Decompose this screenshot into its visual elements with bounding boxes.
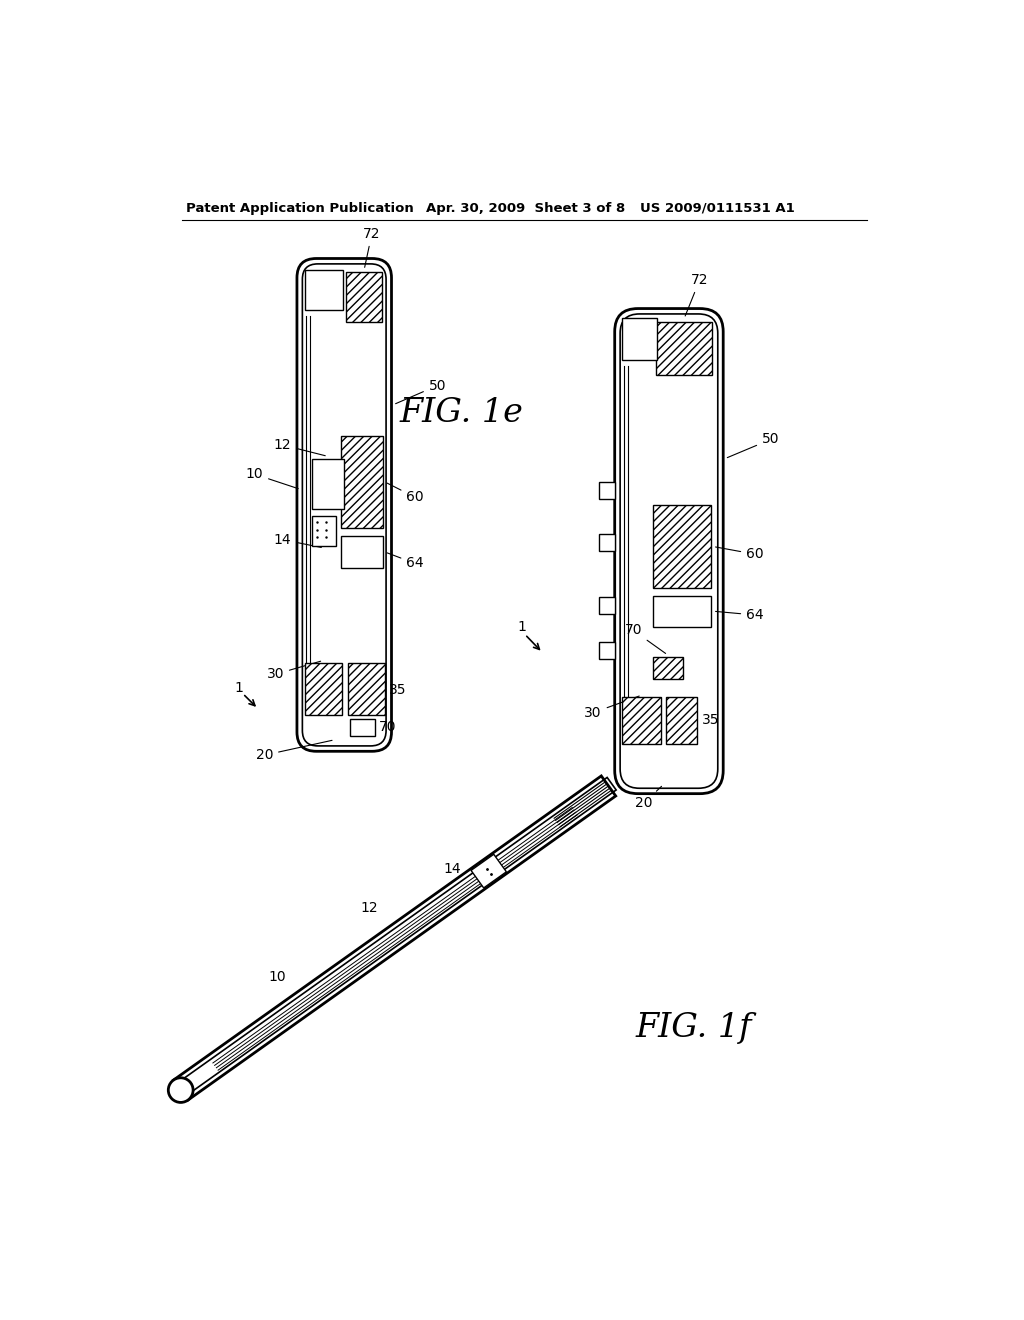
Bar	[305, 271, 342, 310]
Text: 35: 35	[389, 682, 407, 697]
Text: 35: 35	[701, 714, 719, 727]
Bar	[599, 597, 614, 614]
Text: 72: 72	[685, 273, 709, 315]
Text: 1: 1	[234, 681, 244, 696]
Text: Apr. 30, 2009  Sheet 3 of 8: Apr. 30, 2009 Sheet 3 of 8	[426, 202, 626, 215]
Text: FIG. 1f: FIG. 1f	[636, 1012, 752, 1044]
Text: 64: 64	[716, 609, 764, 622]
Text: 50: 50	[395, 379, 446, 404]
Text: 72: 72	[364, 227, 381, 268]
Text: 12: 12	[273, 438, 326, 455]
Text: 64: 64	[387, 553, 424, 570]
Text: Patent Application Publication: Patent Application Publication	[186, 202, 414, 215]
Bar	[350, 719, 375, 737]
Text: 20: 20	[256, 741, 332, 762]
Bar	[341, 536, 383, 568]
Bar	[666, 697, 697, 743]
Polygon shape	[471, 854, 507, 888]
Bar	[599, 482, 614, 499]
FancyBboxPatch shape	[614, 309, 723, 793]
Bar	[348, 663, 385, 715]
Bar	[652, 657, 683, 678]
Bar	[652, 506, 712, 589]
Bar	[305, 663, 342, 715]
Text: 60: 60	[387, 483, 424, 504]
Text: 1: 1	[517, 619, 526, 634]
Text: 20: 20	[636, 787, 662, 810]
Bar	[346, 272, 382, 322]
Text: 50: 50	[727, 433, 779, 458]
Text: 30: 30	[585, 696, 639, 719]
Text: 10: 10	[246, 467, 298, 488]
Text: FIG. 1e: FIG. 1e	[399, 396, 523, 429]
Text: 14: 14	[443, 862, 461, 876]
Text: 14: 14	[273, 532, 322, 548]
Bar	[599, 535, 614, 552]
Bar	[311, 459, 344, 508]
Circle shape	[168, 1077, 194, 1102]
Bar	[623, 318, 657, 360]
Text: US 2009/0111531 A1: US 2009/0111531 A1	[640, 202, 795, 215]
Polygon shape	[173, 776, 615, 1100]
Text: 70: 70	[379, 721, 396, 734]
Bar	[652, 595, 712, 627]
Bar	[341, 436, 383, 528]
Text: 30: 30	[266, 661, 321, 681]
Text: 60: 60	[716, 546, 764, 561]
Text: 12: 12	[360, 902, 378, 915]
FancyBboxPatch shape	[297, 259, 391, 751]
Bar	[311, 516, 337, 545]
Bar	[599, 642, 614, 659]
Bar	[623, 697, 662, 743]
Text: 70: 70	[625, 623, 666, 653]
Bar	[656, 322, 713, 375]
Text: 10: 10	[268, 970, 286, 985]
